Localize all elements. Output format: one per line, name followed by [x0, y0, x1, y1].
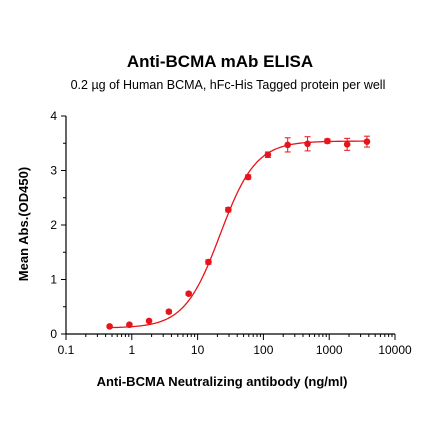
data-point — [244, 173, 252, 181]
data-point — [225, 206, 232, 214]
x-tick-label: 10000 — [378, 343, 412, 357]
x-tick-label: 0.1 — [58, 343, 75, 357]
data-point — [165, 308, 173, 315]
chart-subtitle: 0.2 µg of Human BCMA, hFc-His Tagged pro… — [71, 78, 386, 92]
data-point — [284, 141, 291, 149]
data-point — [106, 323, 113, 330]
data-points-layer — [106, 135, 371, 330]
data-point — [185, 290, 192, 297]
data-point — [304, 140, 311, 148]
y-tick-label: 3 — [50, 164, 57, 178]
data-point — [343, 141, 351, 148]
fit-curve — [109, 140, 367, 329]
axes: 0 1 2 3 4 0.1 1 10 100 1000 10000 — [50, 109, 412, 357]
x-tick-label: 1 — [128, 343, 135, 357]
y-tick-label: 1 — [50, 273, 57, 287]
x-tick-label: 100 — [253, 343, 273, 357]
data-point — [145, 317, 153, 325]
y-tick-label: 0 — [50, 327, 57, 341]
chart-title: Anti-BCMA mAb ELISA — [127, 52, 313, 71]
x-tick-label: 10 — [191, 343, 205, 357]
y-tick-label: 2 — [50, 218, 57, 232]
data-point — [264, 151, 272, 158]
data-point — [324, 137, 331, 145]
y-axis-label: Mean Abs.(OD450) — [16, 167, 31, 281]
fit-curve-layer — [109, 140, 367, 329]
data-point — [205, 258, 212, 266]
data-point — [126, 321, 133, 329]
data-point — [363, 138, 371, 145]
y-tick-label: 4 — [50, 109, 57, 123]
x-axis-label: Anti-BCMA Neutralizing antibody (ng/ml) — [97, 374, 348, 389]
x-tick-label: 1000 — [316, 343, 343, 357]
